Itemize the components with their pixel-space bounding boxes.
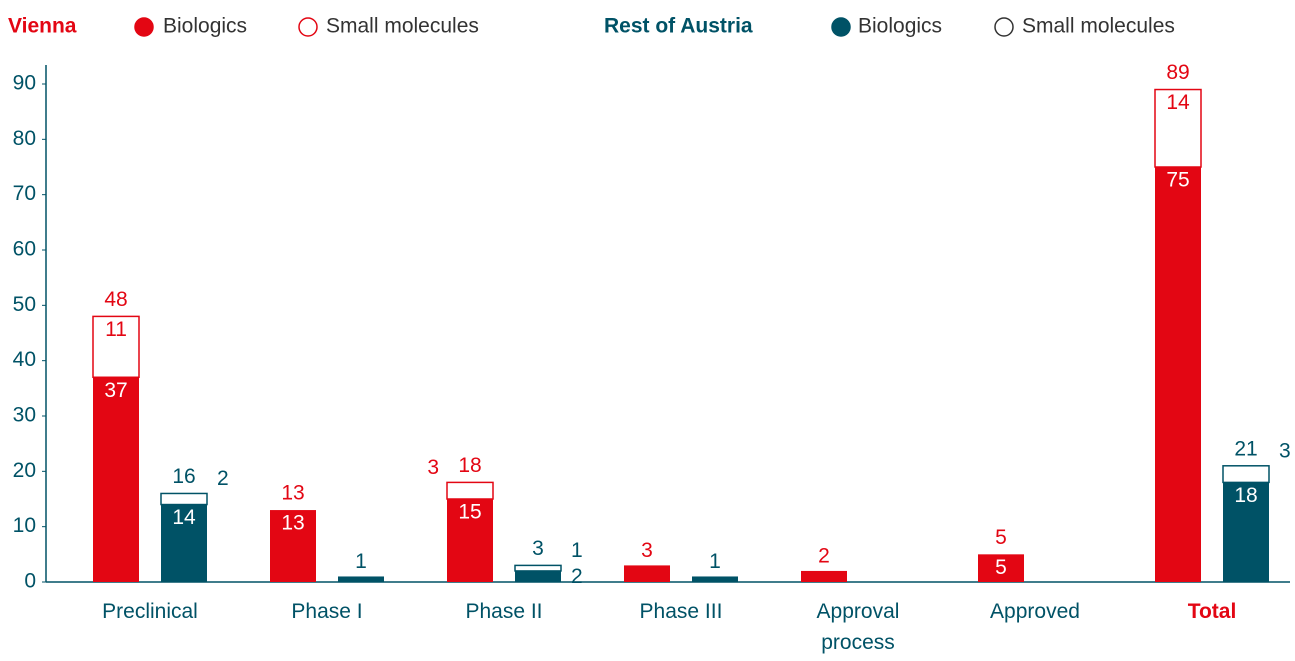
bar-segment xyxy=(801,570,847,582)
segment-label: 14 xyxy=(172,506,196,529)
legend-swatch xyxy=(134,17,154,37)
category-labels: Preclinical Phase I Phase II Phase III Appro… xyxy=(0,596,1295,661)
legend-swatch xyxy=(831,17,851,37)
bar-segment xyxy=(1154,88,1202,168)
bar-segment xyxy=(161,504,207,582)
y-tick-label: 60 xyxy=(13,238,36,261)
segment-label: 18 xyxy=(1234,484,1257,507)
bar-segment xyxy=(514,564,562,572)
segment-label: 13 xyxy=(281,512,304,535)
segment-label: 15 xyxy=(458,501,481,524)
y-tick-label: 0 xyxy=(24,570,36,593)
segment-label: 75 xyxy=(1166,169,1189,192)
total-label: 16 xyxy=(172,465,195,488)
bar-segment xyxy=(692,576,738,582)
segment-label: 2 xyxy=(217,467,229,490)
y-tick-label: 90 xyxy=(13,72,36,95)
segment-label: 5 xyxy=(995,556,1007,579)
total-label: 3 xyxy=(532,537,544,560)
legend-group: Rest of Austria xyxy=(604,15,753,38)
y-tick-label: 40 xyxy=(13,348,36,371)
segment-label: 2 xyxy=(571,565,583,588)
segment-label: 37 xyxy=(104,379,127,402)
legend-label: Small molecules xyxy=(326,15,479,38)
bar-segment xyxy=(160,492,208,506)
x-tick-label: Phase III xyxy=(639,600,723,623)
segment-label: 1 xyxy=(355,550,367,573)
bar-segment xyxy=(93,377,139,582)
y-tick-label: 50 xyxy=(13,293,36,316)
bar-segment xyxy=(1155,167,1201,582)
legend-label: Biologics xyxy=(163,15,247,38)
x-tick-label: Phase I xyxy=(291,600,363,623)
x-tick-label: Total xyxy=(1187,600,1237,623)
y-tick-label: 70 xyxy=(13,182,36,205)
x-tick-label: Approved xyxy=(990,600,1080,623)
segment-label: 2 xyxy=(818,544,830,567)
y-tick-label: 20 xyxy=(13,459,36,482)
legend-label: Small molecules xyxy=(1022,15,1175,38)
bar-segment xyxy=(338,576,384,582)
segment-label: 1 xyxy=(571,539,583,562)
bar-segment xyxy=(446,481,494,500)
total-label: 21 xyxy=(1234,437,1257,460)
y-tick-label: 10 xyxy=(13,514,36,537)
segment-label: 1 xyxy=(709,550,721,573)
x-tick-label: Phase II xyxy=(465,600,543,623)
segment-label: 14 xyxy=(1166,91,1190,114)
bar-segment xyxy=(624,565,670,582)
bar-segment xyxy=(978,554,1024,582)
x-tick-label: Preclinical xyxy=(102,600,198,623)
total-label: 18 xyxy=(458,454,481,477)
bar-segment xyxy=(270,510,316,582)
bar-segment xyxy=(92,315,140,379)
legend-swatch xyxy=(298,17,318,37)
y-tick-label: 80 xyxy=(13,127,36,150)
total-label: 48 xyxy=(104,288,127,311)
total-label: 13 xyxy=(281,482,304,505)
segment-label: 3 xyxy=(1279,439,1291,462)
segment-label: 3 xyxy=(427,456,439,479)
total-label: 89 xyxy=(1166,61,1189,84)
segment-label: 3 xyxy=(641,539,653,562)
y-tick-label: 30 xyxy=(13,404,36,427)
total-label: 5 xyxy=(995,526,1007,549)
legend-group: Vienna xyxy=(8,15,77,38)
bar-segment xyxy=(1223,482,1269,582)
legend-label: Biologics xyxy=(858,15,942,38)
bar-segment xyxy=(1222,465,1270,484)
bar-segment xyxy=(515,570,561,582)
bar-segment xyxy=(447,499,493,582)
legend-swatch xyxy=(994,17,1014,37)
x-tick-label: Approval process xyxy=(816,600,900,654)
segment-label: 11 xyxy=(105,318,127,341)
